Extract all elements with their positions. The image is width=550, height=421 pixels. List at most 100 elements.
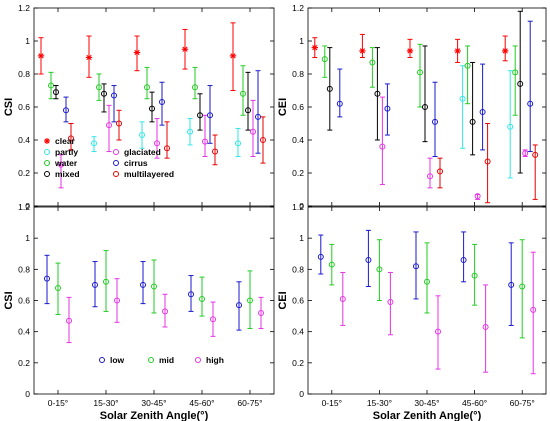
y-tick-label: 0.6 (292, 296, 304, 306)
y-tick-label: 0.8 (292, 69, 304, 79)
data-point (55, 285, 61, 292)
series-partly (459, 65, 514, 179)
data-point (53, 89, 59, 96)
data-point (321, 56, 328, 63)
series-mid (55, 250, 253, 330)
series-mixed (53, 71, 251, 131)
legend-item-low: low (99, 355, 125, 365)
legend-item-multilayered: multilayered (113, 169, 174, 179)
x-tick-label: 45-60° (189, 398, 214, 408)
data-point (199, 295, 205, 302)
x-tick-label: 60-75° (510, 398, 535, 408)
legend-label: mid (159, 355, 174, 365)
x-tick-label: 0-15° (48, 398, 68, 408)
data-point (235, 140, 241, 147)
data-point (328, 261, 335, 268)
data-point (258, 309, 264, 316)
series-water (321, 43, 519, 116)
data-point (471, 272, 478, 279)
data-point (144, 84, 150, 91)
y-tick-label: 0 (299, 389, 304, 399)
data-point (187, 128, 193, 135)
data-point (374, 90, 381, 97)
data-point (530, 306, 537, 313)
x-tick-label: 15-30° (93, 398, 118, 408)
y-tick-label: 0.4 (292, 135, 304, 145)
data-point-star (181, 46, 189, 53)
series-high (339, 251, 537, 375)
data-point (247, 297, 253, 304)
legend-label: mixed (55, 169, 80, 179)
x-tick-label: 60-75° (237, 398, 262, 408)
y-tick-label: 0.6 (292, 102, 304, 112)
data-point (508, 281, 515, 288)
data-point (91, 140, 97, 147)
data-point (369, 59, 376, 66)
legend-label: low (110, 355, 125, 365)
data-point (111, 92, 117, 99)
data-point (464, 62, 471, 69)
data-point (460, 256, 467, 263)
legend-item-glaciated: glaciated (113, 147, 161, 157)
data-point-star (454, 47, 461, 55)
data-point (106, 122, 112, 129)
series-multilayered (437, 123, 539, 204)
data-point (384, 105, 391, 112)
data-point (68, 135, 74, 142)
data-point (188, 291, 194, 298)
data-point (435, 328, 441, 335)
y-tick-label: 0.4 (18, 135, 30, 145)
data-point (437, 168, 443, 175)
series-cirrus (336, 20, 534, 157)
x-axis-label: Solar Zenith Angle(°) (373, 410, 482, 421)
data-point (512, 69, 519, 76)
y-tick-label: 0 (25, 389, 30, 399)
data-point (164, 145, 170, 152)
y-tick-label: 1.2 (292, 3, 304, 13)
data-point (207, 112, 213, 119)
series-mid (328, 239, 526, 339)
data-point (387, 299, 394, 306)
legend-item-cirrus: cirrus (113, 158, 148, 168)
legend-item-high: high (195, 355, 224, 365)
data-point (413, 263, 419, 270)
data-point (517, 80, 524, 87)
data-point (339, 295, 346, 302)
y-tick-label: 1 (299, 36, 304, 46)
panel-bottom-right: 0 0.2 0.4 0.6 0.8 1 1.2 0-15° 15-30° 30-45° 45-60°… (277, 202, 547, 421)
data-point (58, 161, 64, 168)
data-point (162, 308, 168, 315)
legend-label: partly (55, 147, 78, 157)
data-point (202, 138, 208, 145)
legend-item-clear: clear (44, 136, 76, 146)
data-point (101, 90, 107, 97)
series-cirrus (63, 70, 261, 154)
y-tick-label: 0.8 (292, 264, 304, 274)
data-point (192, 84, 198, 91)
data-point (103, 278, 109, 285)
x-tick-label: 30-45° (414, 398, 439, 408)
series-low (317, 229, 515, 326)
data-point (519, 283, 526, 290)
data-point (159, 99, 165, 106)
y-tick-label: 0.2 (292, 168, 304, 178)
y-tick-label: 0.6 (18, 296, 30, 306)
data-point (326, 85, 333, 92)
y-tick-label: 1 (299, 233, 304, 243)
data-point (149, 105, 155, 112)
data-point-star (359, 47, 366, 55)
data-point (44, 275, 50, 282)
x-tick-label: 0-15° (322, 398, 342, 408)
series-multilayered (68, 109, 266, 166)
data-point (376, 266, 383, 273)
data-point (507, 123, 514, 130)
panels: 0 0.2 0.4 0.6 0.8 1 1.2 CSI clearpartlywatermixe… (3, 3, 547, 421)
legend-label: clear (55, 136, 76, 146)
series-high (66, 278, 264, 344)
legend-item-mixed: mixed (44, 169, 80, 179)
data-point-star (311, 44, 318, 51)
series-glaciated (58, 99, 256, 189)
legend-label: water (54, 158, 78, 168)
data-point (336, 100, 343, 107)
